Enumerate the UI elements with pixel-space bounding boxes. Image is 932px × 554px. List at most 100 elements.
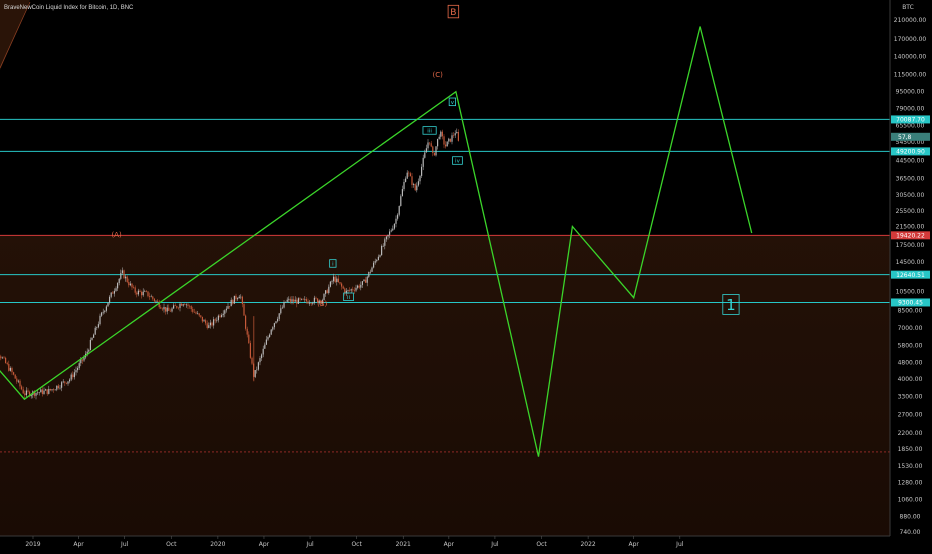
wave-path[interactable] [0,26,753,457]
candle-body [264,344,266,349]
time-tick-label: Oct [166,541,177,548]
candle-body [389,231,391,235]
candle-body [342,286,344,289]
candle-body [137,290,140,295]
price-tags: 70087.70 49200.90 19420.22 12640.51 9300.45 5… [891,115,930,307]
price-tick-label: 44500.00 [896,158,925,165]
candle-body [189,305,191,307]
candle-body [173,305,175,309]
candle-body [192,309,194,312]
candle-body [429,142,431,144]
candle-body [83,357,85,361]
label-text: 1 [726,296,736,314]
candle-body [73,372,76,378]
candle-body [118,278,120,284]
candle-body [160,307,162,309]
wave-annotations: B(C)(A)(B)A1viiiiviii [111,4,740,315]
label-box [343,292,354,302]
candle-body [69,379,71,382]
candle-body [214,319,216,321]
candle-body [117,283,119,289]
candle-body [424,152,426,158]
time-axis[interactable]: 2019 Apr Jul Oct 2020 Apr Jul Oct 2021 Apr Jul Oct 2… [25,536,684,548]
candle-body [54,389,56,391]
candle-body [269,334,271,338]
price-tick-label: 1060.00 [898,496,923,503]
price-tick-label: 14500.00 [896,259,925,266]
candle-body [318,300,320,303]
price-tick-label: 880.00 [900,513,921,520]
price-tick-label: 740.00 [900,529,921,536]
candle-body [51,389,53,391]
candle-body [147,291,149,297]
label-text: iii [427,128,432,134]
candle-body [96,327,98,328]
candle-body [235,295,237,300]
candle-body [75,370,77,373]
candle-body [241,296,244,305]
price-tick-label: 21500.00 [896,223,925,230]
label-text: (C) [433,71,444,79]
price-tick-label: 170000.00 [894,36,927,43]
price-tick-label: 140000.00 [894,54,927,61]
candle-body [419,175,421,182]
candle-body [296,299,298,304]
candle-body [1,357,4,359]
candle-body [294,299,296,302]
candle-body [304,299,306,300]
price-tick-label: 4000.00 [898,376,923,383]
candle-body [110,292,112,297]
candle-body [291,299,293,302]
candle-body [203,320,205,322]
candle-body [99,315,101,325]
price-tick-label: 17500.00 [896,242,925,249]
candle-body [233,295,236,304]
currency-label: BTC [902,4,914,11]
price-tick-label: 1280.00 [898,479,923,486]
candle-body [86,351,88,354]
candle-body [438,136,440,139]
candle-body [328,286,330,294]
candle-body [289,298,292,302]
candle-body [288,298,290,300]
candle-body [123,270,125,279]
candle-body [397,214,399,219]
candle-body [409,173,412,177]
time-tick-label: Jul [120,541,129,548]
candle-body [361,281,364,285]
candle-body [246,328,248,335]
candle-body [193,311,196,313]
candle-body [376,259,378,262]
candle-body [142,291,144,296]
price-tick-label: 10500.00 [896,288,925,295]
wave-label-6: v [448,97,456,107]
candle-body [206,323,208,328]
candle-body [216,320,218,321]
candle-body [177,307,180,309]
candle-body [301,298,303,300]
candle-body [24,393,26,396]
candle-body [430,143,432,147]
candle-body [325,290,327,294]
candle-body [232,299,234,304]
candle-body [374,261,376,263]
candle-body [25,390,28,396]
candle-body [49,388,52,391]
candle-body [144,291,146,292]
candle-body [53,389,55,391]
candle-body [195,312,197,314]
candle-body [9,368,12,371]
candle-body [166,307,168,312]
candle-body [104,310,106,312]
price-tag-1 [891,147,930,156]
label-text: i [332,261,334,267]
price-tag-label: 9300.45 [898,300,923,307]
candle-body [257,362,260,370]
candle-body [427,142,429,149]
candle-body [217,315,220,321]
candle-body [353,290,356,291]
price-axis[interactable]: 740.00 880.00 1060.00 1280.00 1530.00 1850.00… [894,17,927,536]
candle-body [329,281,332,287]
candle-body [334,276,336,283]
